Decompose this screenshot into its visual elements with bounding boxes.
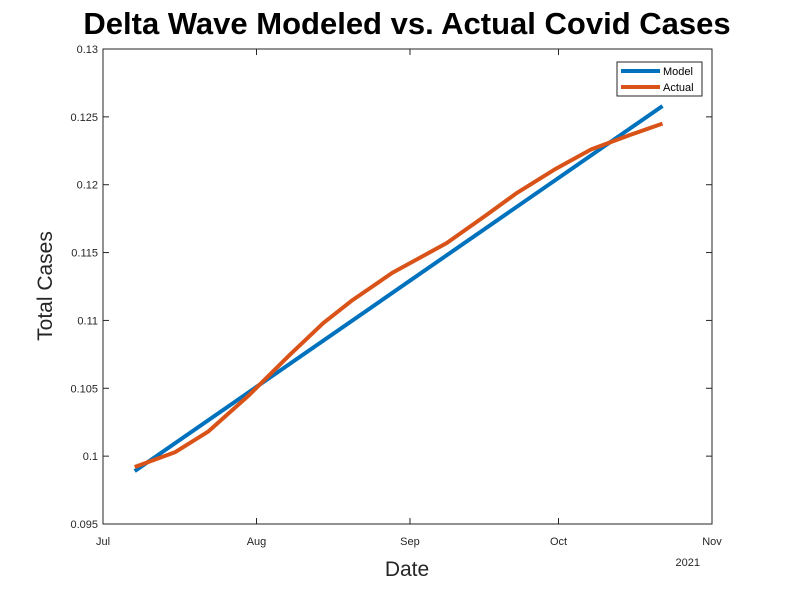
x-tick-label: Oct bbox=[550, 536, 567, 548]
y-tick-label: 0.12 bbox=[77, 180, 98, 192]
x-axis-label: Date bbox=[385, 558, 429, 581]
series-layer bbox=[133, 104, 664, 473]
x-axis-year-label: 2021 bbox=[676, 557, 700, 569]
y-axis-label: Total Cases bbox=[34, 231, 57, 341]
x-axis: Jul Aug Sep Oct Nov bbox=[96, 49, 722, 548]
legend-label-actual: Actual bbox=[663, 82, 694, 94]
y-tick-label: 0.1 bbox=[83, 451, 98, 463]
y-tick-label: 0.11 bbox=[77, 315, 98, 327]
plot-area bbox=[102, 48, 713, 525]
y-tick-label: 0.125 bbox=[70, 112, 98, 124]
x-tick-label: Sep bbox=[400, 536, 420, 548]
series-line-actual bbox=[134, 121, 664, 469]
y-tick-label: 0.105 bbox=[70, 383, 98, 395]
x-tick-label: Aug bbox=[247, 536, 267, 548]
chart-title: Delta Wave Modeled vs. Actual Covid Case… bbox=[83, 6, 730, 41]
y-tick-label: 0.095 bbox=[70, 519, 98, 531]
legend-box bbox=[616, 61, 703, 97]
y-tick-label: 0.115 bbox=[71, 248, 98, 260]
series-line-model bbox=[133, 104, 664, 473]
y-axis: 0.095 0.1 0.105 0.11 0.115 0.12 0.125 0.13 bbox=[70, 44, 712, 531]
x-tick-label: Jul bbox=[96, 536, 110, 548]
legend-label-model: Model bbox=[663, 66, 693, 78]
x-tick-label: Nov bbox=[702, 536, 722, 548]
y-tick-label: 0.13 bbox=[77, 44, 98, 56]
legend: Model Actual bbox=[616, 61, 703, 97]
